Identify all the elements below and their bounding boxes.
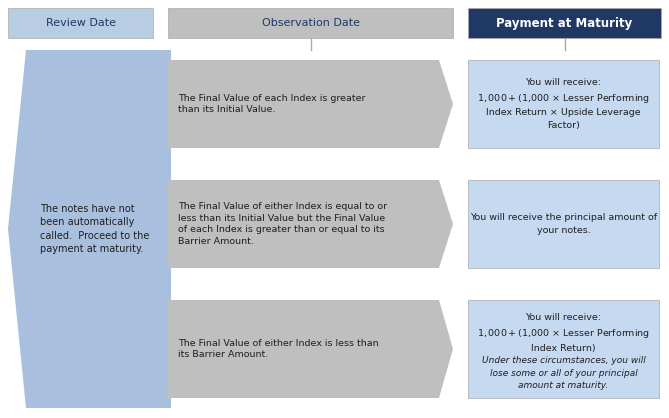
FancyBboxPatch shape: [468, 300, 659, 398]
Polygon shape: [8, 50, 171, 408]
Text: You will receive the principal amount of
your notes.: You will receive the principal amount of…: [470, 213, 657, 235]
Text: Payment at Maturity: Payment at Maturity: [496, 16, 633, 30]
FancyBboxPatch shape: [468, 60, 659, 148]
Text: The notes have not
been automatically
called.  Proceed to the
payment at maturit: The notes have not been automatically ca…: [40, 204, 149, 254]
Polygon shape: [168, 300, 453, 398]
FancyBboxPatch shape: [468, 8, 661, 38]
Text: You will receive:
$1,000 + ($1,000 × Lesser Performing
Index Return): You will receive: $1,000 + ($1,000 × Les…: [477, 314, 650, 352]
Text: The Final Value of either Index is equal to or
less than its Initial Value but t: The Final Value of either Index is equal…: [178, 202, 387, 246]
Text: The Final Value of either Index is less than
its Barrier Amount.: The Final Value of either Index is less …: [178, 339, 379, 359]
Text: Under these circumstances, you will
lose some or all of your principal
amount at: Under these circumstances, you will lose…: [482, 356, 646, 390]
FancyBboxPatch shape: [8, 8, 153, 38]
FancyBboxPatch shape: [468, 180, 659, 268]
Polygon shape: [168, 180, 453, 268]
Text: The Final Value of each Index is greater
than its Initial Value.: The Final Value of each Index is greater…: [178, 94, 365, 115]
Text: You will receive:
$1,000 + ($1,000 × Lesser Performing
Index Return × Upside Lev: You will receive: $1,000 + ($1,000 × Les…: [477, 78, 650, 130]
FancyBboxPatch shape: [168, 8, 453, 38]
Polygon shape: [168, 60, 453, 148]
Text: Observation Date: Observation Date: [262, 18, 359, 28]
Text: Review Date: Review Date: [45, 18, 116, 28]
